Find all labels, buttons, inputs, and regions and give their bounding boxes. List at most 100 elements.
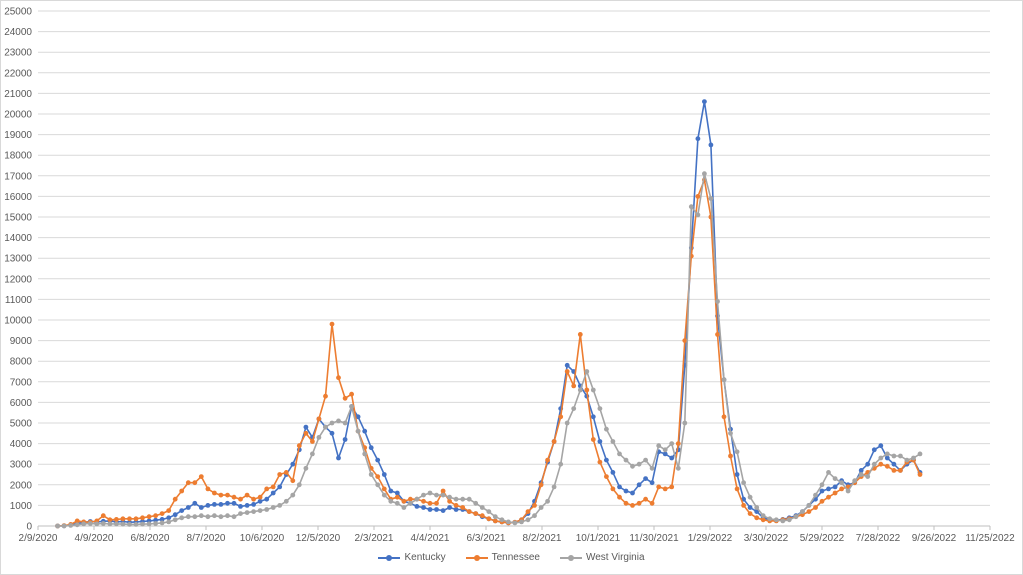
data-point-tennessee	[884, 463, 890, 469]
data-point-west-virginia	[283, 498, 289, 504]
data-point-west-virginia	[414, 496, 420, 502]
data-point-tennessee	[545, 457, 550, 463]
data-point-west-virginia	[185, 514, 191, 520]
data-point-tennessee	[577, 332, 583, 337]
x-tick-label: 12/5/2020	[296, 533, 341, 544]
data-point-west-virginia	[434, 492, 439, 498]
data-point-tennessee	[721, 414, 727, 420]
data-point-west-virginia	[466, 496, 472, 502]
data-point-kentucky	[590, 414, 596, 420]
data-point-tennessee	[728, 453, 733, 459]
data-point-west-virginia	[231, 514, 237, 520]
data-point-kentucky	[702, 99, 707, 104]
data-point-tennessee	[401, 498, 407, 504]
data-point-west-virginia	[212, 513, 217, 519]
data-point-west-virginia	[610, 439, 616, 444]
data-point-west-virginia	[427, 490, 433, 496]
data-point-kentucky	[434, 507, 439, 512]
data-point-west-virginia	[146, 521, 152, 527]
data-point-kentucky	[891, 461, 897, 467]
data-point-west-virginia	[839, 480, 844, 486]
data-point-west-virginia	[114, 521, 119, 527]
data-point-west-virginia	[198, 513, 204, 519]
data-point-tennessee	[225, 492, 230, 498]
data-point-west-virginia	[368, 472, 374, 477]
data-point-tennessee	[205, 486, 211, 492]
data-point-kentucky	[617, 484, 622, 490]
data-point-west-virginia	[532, 513, 537, 519]
data-point-tennessee	[604, 474, 609, 479]
data-point-tennessee	[323, 393, 328, 399]
data-point-tennessee	[146, 514, 152, 520]
data-point-kentucky	[388, 488, 394, 494]
data-point-west-virginia	[656, 443, 662, 449]
data-point-west-virginia	[153, 521, 159, 526]
data-point-tennessee	[231, 494, 237, 500]
data-point-tennessee	[617, 494, 622, 500]
data-point-tennessee	[349, 391, 354, 397]
data-point-west-virginia	[826, 470, 831, 475]
data-point-tennessee	[453, 503, 459, 508]
data-point-tennessee	[185, 480, 191, 486]
data-point-west-virginia	[571, 406, 577, 411]
data-point-tennessee	[159, 511, 165, 516]
data-point-kentucky	[277, 484, 283, 490]
y-tick-label: 6000	[10, 398, 33, 409]
data-point-west-virginia	[590, 387, 596, 393]
data-point-kentucky	[414, 504, 420, 509]
data-point-west-virginia	[61, 523, 67, 529]
x-tick-label: 9/26/2022	[912, 533, 957, 544]
data-point-west-virginia	[545, 498, 550, 504]
y-tick-label: 14000	[4, 233, 32, 244]
series-west-virginia	[55, 171, 923, 529]
data-point-west-virginia	[832, 476, 838, 481]
data-point-west-virginia	[917, 451, 923, 457]
data-point-tennessee	[172, 496, 178, 502]
data-point-west-virginia	[506, 519, 511, 525]
data-point-west-virginia	[225, 513, 230, 519]
data-point-kentucky	[871, 447, 877, 453]
data-point-tennessee	[218, 492, 224, 498]
data-point-tennessee	[656, 484, 662, 490]
data-point-tennessee	[310, 439, 315, 444]
data-point-west-virginia	[793, 514, 799, 520]
data-point-tennessee	[715, 332, 720, 337]
data-point-tennessee	[198, 474, 204, 479]
data-point-west-virginia	[238, 511, 243, 516]
data-point-tennessee	[244, 492, 250, 498]
data-point-west-virginia	[702, 171, 707, 177]
data-point-west-virginia	[682, 420, 688, 426]
data-point-west-virginia	[55, 523, 60, 529]
data-point-kentucky	[192, 500, 198, 506]
data-point-tennessee	[466, 509, 472, 514]
data-point-tennessee	[238, 496, 243, 502]
data-point-west-virginia	[166, 519, 172, 525]
y-tick-label: 15000	[4, 213, 32, 224]
data-point-kentucky	[447, 505, 452, 510]
data-point-kentucky	[355, 414, 361, 420]
data-point-kentucky	[865, 461, 871, 467]
data-point-west-virginia	[754, 505, 760, 510]
data-point-tennessee	[479, 513, 485, 519]
data-point-west-virginia	[741, 480, 746, 486]
data-point-kentucky	[564, 362, 570, 368]
data-point-kentucky	[166, 515, 172, 521]
data-point-tennessee	[564, 369, 570, 374]
data-point-west-virginia	[512, 520, 518, 526]
data-point-tennessee	[538, 482, 544, 488]
y-tick-label: 0	[26, 522, 32, 533]
y-tick-label: 2000	[10, 480, 33, 491]
data-point-kentucky	[819, 488, 825, 494]
data-point-west-virginia	[604, 426, 609, 432]
data-point-tennessee	[760, 517, 766, 523]
data-point-tennessee	[290, 478, 296, 484]
data-point-tennessee	[192, 480, 198, 486]
x-tick-label: 7/28/2022	[856, 533, 901, 544]
data-point-kentucky	[185, 505, 191, 510]
data-point-kentucky	[238, 504, 243, 509]
data-point-west-virginia	[499, 517, 505, 523]
y-tick-label: 5000	[10, 419, 33, 430]
data-point-west-virginia	[813, 492, 818, 498]
data-point-west-virginia	[558, 461, 564, 467]
